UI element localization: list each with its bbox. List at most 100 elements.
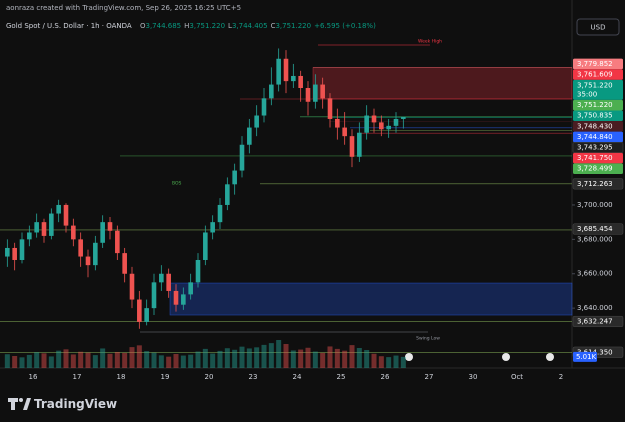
- price-tag: [573, 58, 623, 70]
- candle-body: [349, 136, 355, 157]
- volume-bar: [129, 347, 135, 368]
- candle-body: [144, 308, 149, 322]
- price-tag: [573, 121, 623, 132]
- candle-body: [298, 75, 303, 88]
- volume-bar: [283, 344, 289, 368]
- volume-bar: [56, 350, 62, 368]
- x-tick-label: 20: [205, 373, 214, 381]
- candle-body: [78, 239, 83, 257]
- volume-bar: [210, 353, 216, 368]
- volume-bar: [202, 348, 208, 368]
- volume-bar: [298, 349, 304, 368]
- candle-body: [261, 98, 267, 116]
- x-tick-label: 25: [337, 373, 346, 381]
- volume-bar: [224, 348, 230, 368]
- candle-body: [327, 98, 333, 119]
- price-tag-label: 3,779.852: [577, 60, 613, 68]
- ohlc-value: 3,751.220: [275, 22, 311, 30]
- annotation: BOS: [172, 181, 182, 187]
- candle-body: [276, 58, 281, 85]
- price-tag-label: 3,741.750: [577, 154, 613, 162]
- volume-bar: [312, 351, 318, 368]
- volume-bar: [268, 343, 274, 368]
- brand: TradingView: [34, 397, 117, 411]
- candle-body: [188, 282, 193, 295]
- candle-body: [122, 253, 127, 274]
- x-tick-label: 23: [249, 373, 258, 381]
- volume-bar: [158, 355, 164, 368]
- candle-body: [27, 232, 32, 240]
- x-tick-label: 16: [29, 373, 38, 381]
- volume-bar: [166, 356, 172, 368]
- candle-body: [239, 144, 245, 171]
- logo-mark: [19, 398, 23, 402]
- volume-bar: [144, 351, 150, 368]
- x-tick-label: 30: [469, 373, 478, 381]
- price-tag: [573, 110, 623, 122]
- candle-body: [181, 294, 186, 305]
- price-tag: [572, 315, 624, 328]
- price-tag-label: 3,728.499: [577, 165, 613, 173]
- volume-bar: [19, 357, 25, 368]
- ohlc-key: L: [228, 22, 232, 30]
- y-tick-label: 3,640.000: [577, 304, 613, 312]
- volume-bar: [122, 352, 128, 368]
- symbol: Gold Spot / U.S. Dollar · 1h · OANDA: [6, 22, 132, 30]
- price-tag-label: 3,751.220: [577, 101, 613, 109]
- price-tag-label: 3,744.840: [577, 133, 613, 141]
- volume-tag: [573, 351, 597, 362]
- logo-mark: [23, 398, 31, 410]
- author-line: aonraza created with TradingView.com, Se…: [6, 4, 241, 12]
- price-tag: [573, 152, 623, 164]
- volume-bar: [386, 357, 392, 368]
- price-tag-label: 3,685.454: [577, 225, 613, 233]
- currency-label[interactable]: USD: [591, 24, 606, 32]
- candle-body: [379, 122, 384, 130]
- candle-body: [195, 259, 201, 283]
- volume-bar: [290, 350, 296, 368]
- candle-body: [166, 273, 171, 291]
- x-tick-label: 19: [161, 373, 170, 381]
- price-tag: [573, 163, 623, 175]
- candle-body: [269, 84, 274, 99]
- volume-bar: [188, 354, 194, 368]
- volume-bar: [334, 348, 340, 368]
- candle-body: [129, 273, 135, 300]
- candle-body: [217, 204, 223, 223]
- price-tag-label: 3,743.295: [577, 144, 613, 152]
- volume-tag-label: 5.01K: [576, 353, 597, 361]
- candle-body: [401, 116, 406, 119]
- price-tag: [572, 223, 624, 235]
- volume-bar: [180, 355, 186, 368]
- ohlc-key: O: [140, 22, 146, 30]
- ohlc-value: 3,744.405: [232, 22, 268, 30]
- volume-bar: [136, 345, 142, 368]
- zone: [169, 282, 573, 316]
- volume-bar: [327, 346, 333, 368]
- x-tick-label: 17: [73, 373, 82, 381]
- candle-body: [49, 213, 54, 236]
- candle-body: [357, 132, 362, 157]
- volume-bar: [107, 353, 113, 368]
- annotation: Week High: [418, 39, 442, 45]
- volume-bar: [261, 344, 267, 368]
- candle-body: [232, 170, 237, 185]
- candle-body: [71, 225, 76, 240]
- y-tick-label: 3,680.000: [577, 235, 613, 243]
- candle-body: [63, 204, 69, 226]
- candle-body: [371, 115, 377, 123]
- annotation: Swing Low: [416, 336, 440, 342]
- price-tag: [573, 79, 623, 100]
- ohlc-key: C: [271, 22, 276, 30]
- currency-button[interactable]: [576, 18, 620, 36]
- candle-body: [247, 127, 252, 145]
- volume-bar: [305, 347, 311, 368]
- candle-body: [159, 273, 164, 283]
- volume-bar: [48, 356, 54, 368]
- volume-bar: [12, 356, 18, 368]
- logo: TradingView: [8, 397, 117, 411]
- candle-body: [41, 222, 47, 236]
- candle-body: [56, 204, 61, 214]
- candle-body: [313, 84, 318, 102]
